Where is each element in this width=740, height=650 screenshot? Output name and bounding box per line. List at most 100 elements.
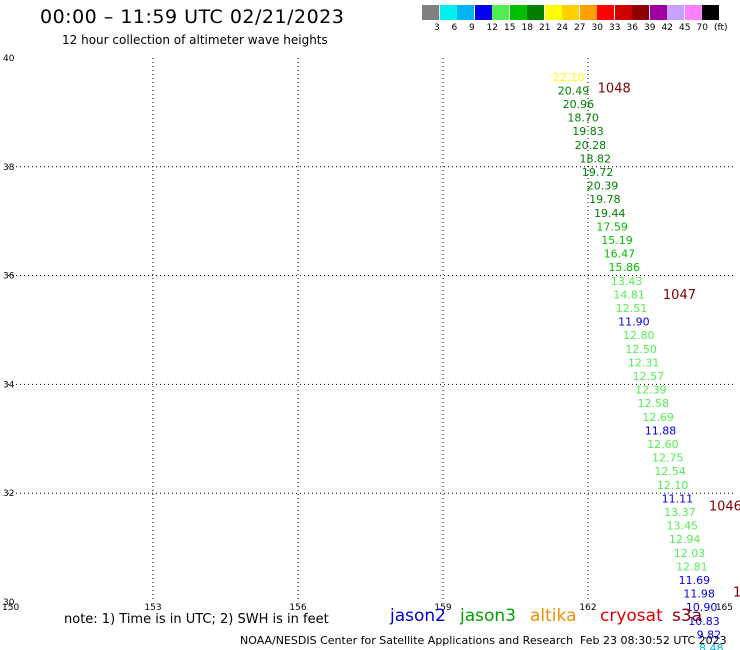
legend-swatch xyxy=(649,5,667,20)
swh-value-label: 18.70 xyxy=(567,112,599,125)
swh-value-label: 12.51 xyxy=(616,302,648,315)
swh-value-label: 12.81 xyxy=(676,560,708,573)
pressure-labels: 1048 1047 1046 1045 xyxy=(598,81,740,600)
satellite-jason3: jason3 xyxy=(460,606,516,626)
legend-swatch xyxy=(684,5,702,20)
legend-swatch xyxy=(614,5,632,20)
swh-value-label: 12.75 xyxy=(652,452,684,465)
y-tick-label: 34 xyxy=(3,380,15,390)
low-pressure-label: 1045 xyxy=(733,586,740,601)
swh-value-label: 12.31 xyxy=(628,356,660,369)
swh-value-label: 22.10 xyxy=(553,71,585,84)
swh-value-label: 12.50 xyxy=(625,343,657,356)
satellite-jason2: jason2 xyxy=(390,606,446,626)
swh-value-label: 9.82 xyxy=(697,628,722,641)
x-tick-label: 156 xyxy=(289,603,306,613)
swh-value-label: 19.72 xyxy=(582,166,614,179)
swh-value-label: 13.37 xyxy=(664,506,696,519)
legend-label: 36 xyxy=(626,23,638,33)
y-tick-label: 40 xyxy=(3,54,15,64)
swh-value-label: 15.19 xyxy=(601,234,633,247)
swh-value-label: 11.90 xyxy=(618,316,650,329)
swh-value-label: 19.83 xyxy=(572,125,604,138)
wave-height-labels: 22.1020.4920.9618.7019.8320.2818.8219.72… xyxy=(553,71,724,650)
swh-value-label: 17.59 xyxy=(596,220,628,233)
chart-title: 00:00 – 11:59 UTC 02/21/2023 xyxy=(40,6,345,28)
y-tick-label: 32 xyxy=(3,489,14,499)
swh-value-label: 13.45 xyxy=(667,520,699,533)
legend-swatch xyxy=(544,5,562,20)
legend-label: 18 xyxy=(521,23,533,33)
swh-value-label: 11.98 xyxy=(683,588,715,601)
footer-timestamp: Feb 23 08:30:52 UTC 2023 xyxy=(580,634,727,647)
swh-value-label: 12.94 xyxy=(669,533,701,546)
swh-value-label: 19.78 xyxy=(589,193,621,206)
swh-value-label: 12.39 xyxy=(635,384,667,397)
y-tick-label: 36 xyxy=(3,272,15,282)
x-tick-label: 150 xyxy=(2,603,19,613)
legend-swatch xyxy=(439,5,457,20)
y-tick-label: 30 xyxy=(3,598,15,608)
legend-label: 3 xyxy=(434,23,440,33)
legend-label: 24 xyxy=(556,23,568,33)
legend-swatch xyxy=(667,5,684,20)
legend-swatch xyxy=(457,5,474,20)
chart-subtitle: 12 hour collection of altimeter wave hei… xyxy=(62,33,328,47)
legend-label: 9 xyxy=(469,23,475,33)
swh-value-label: 10.90 xyxy=(686,601,718,614)
legend-swatch xyxy=(562,5,579,20)
x-tick-labels: 150 153 156 159 162 165 xyxy=(2,603,733,613)
low-pressure-label: 1048 xyxy=(598,81,631,96)
legend-label: 70 xyxy=(696,23,708,33)
swh-value-label: 12.03 xyxy=(674,547,706,560)
legend-label: 45 xyxy=(679,23,691,33)
swh-value-label: 20.49 xyxy=(558,84,590,97)
legend-swatch xyxy=(702,5,719,20)
legend-swatch xyxy=(597,5,614,20)
swh-value-label: 16.47 xyxy=(604,248,636,261)
swh-value-label: 20.28 xyxy=(575,139,607,152)
swh-value-label: 11.88 xyxy=(645,424,677,437)
swh-value-label: 12.69 xyxy=(642,411,674,424)
swh-value-label: 15.86 xyxy=(609,261,641,274)
legend-label: 12 xyxy=(486,23,498,33)
swh-value-label: 12.10 xyxy=(657,479,689,492)
low-pressure-label: 1047 xyxy=(663,288,696,303)
swh-value-label: 12.57 xyxy=(633,370,665,383)
legend-label: 15 xyxy=(504,23,516,33)
swh-value-label: 14.81 xyxy=(613,288,645,301)
swh-value-label: 10.83 xyxy=(688,615,720,628)
x-tick-label: 153 xyxy=(144,603,161,613)
legend-swatch xyxy=(492,5,509,20)
units-note: note: 1) Time is in UTC; 2) SWH is in fe… xyxy=(64,612,329,627)
y-tick-label: 38 xyxy=(3,163,15,173)
x-tick-label: 165 xyxy=(716,603,733,613)
satellite-s3a: s3a xyxy=(672,606,703,626)
satellite-cryosat: cryosat xyxy=(600,606,663,626)
swh-value-label: 18.82 xyxy=(580,152,612,165)
x-tick-label: 159 xyxy=(434,603,451,613)
y-tick-labels: 30 32 34 36 38 40 xyxy=(3,54,15,608)
swh-value-label: 20.96 xyxy=(563,98,595,111)
swh-value-label: 12.58 xyxy=(638,397,670,410)
grid-lines xyxy=(8,58,733,602)
swh-value-label: 12.60 xyxy=(647,438,679,451)
legend-swatch xyxy=(579,5,597,20)
legend-label: 6 xyxy=(451,23,458,33)
footer-credit: NOAA/NESDIS Center for Satellite Applica… xyxy=(240,634,574,647)
swh-value-label: 11.69 xyxy=(679,574,711,587)
low-pressure-label: 1046 xyxy=(709,500,740,515)
legend-swatch xyxy=(422,5,439,20)
legend-swatch xyxy=(632,5,649,20)
legend-label: 33 xyxy=(609,23,621,33)
legend-label: 27 xyxy=(574,23,586,33)
swh-value-label: 12.54 xyxy=(654,465,686,478)
legend-label: 42 xyxy=(661,23,673,33)
legend-swatch xyxy=(509,5,527,20)
x-tick-label: 162 xyxy=(579,603,596,613)
legend-label: (ft) xyxy=(714,23,728,33)
legend-swatch xyxy=(527,5,544,20)
swh-value-label: 19.44 xyxy=(594,207,626,220)
legend-label: 39 xyxy=(644,23,656,33)
